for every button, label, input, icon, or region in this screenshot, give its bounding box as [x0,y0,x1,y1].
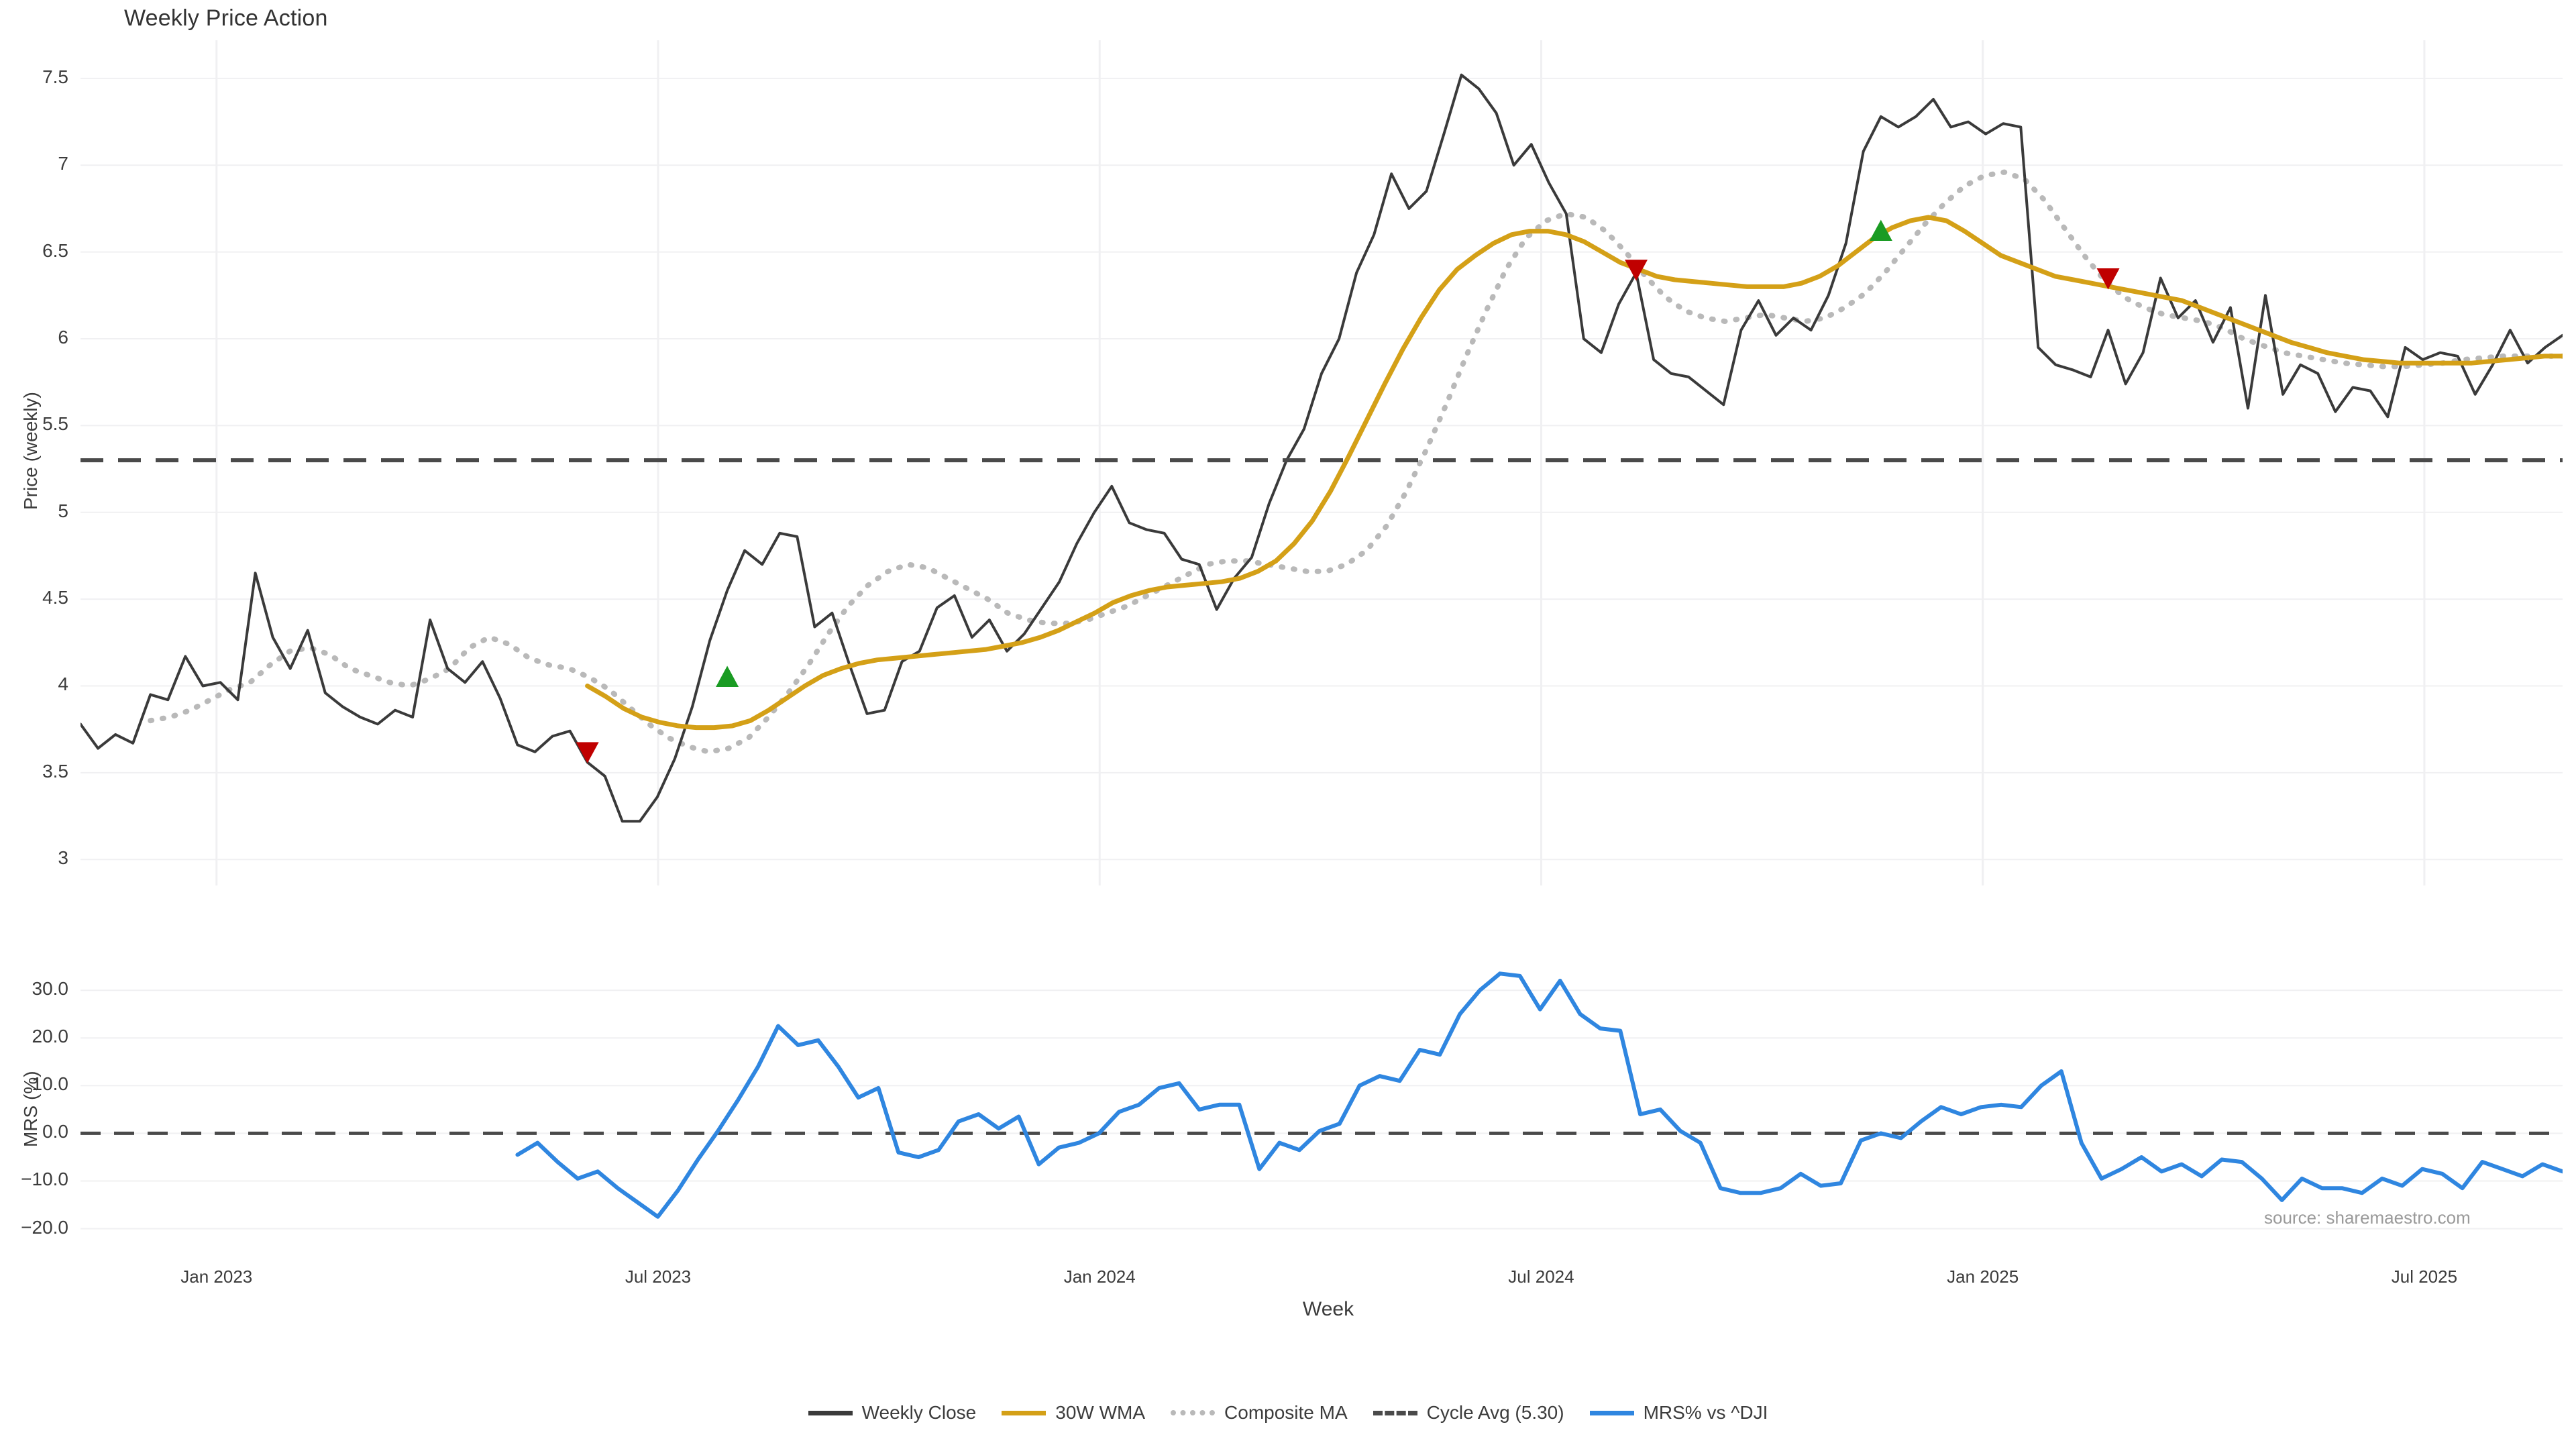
price-y-tick: 7 [58,153,68,174]
legend-item-mrs-vs-dji[interactable]: MRS% vs ^DJI [1589,1402,1768,1424]
price-y-tick: 4 [58,674,68,695]
price-y-tick: 7.5 [42,66,68,87]
legend-swatch-icon [1002,1410,1046,1415]
legend-label: Weekly Close [861,1402,977,1423]
mrs-panel [80,959,2563,1248]
x-axis-tick: Jan 2025 [1947,1267,2019,1287]
mrs-plot-area [80,971,2563,1230]
buy-signal-marker [1869,219,1892,241]
source-watermark: source: sharemaestro.com [2264,1208,2471,1228]
x-axis-label: Week [1302,1298,1354,1320]
legend-item-cycle-avg-5-30[interactable]: Cycle Avg (5.30) [1373,1402,1564,1424]
legend-swatch-icon [1373,1410,1417,1415]
legend-swatch-icon [808,1410,853,1415]
sell-signal-marker [1625,260,1648,281]
mrs-y-tick: 20.0 [32,1026,69,1047]
composite-ma-line [148,169,2563,755]
mrs-line [515,971,2563,1219]
mrs-y-axis-label: MRS (%) [20,1071,41,1147]
price-plot-area [80,40,2563,885]
x-axis-tick: Jul 2023 [625,1267,692,1287]
legend-swatch-icon [1171,1410,1216,1415]
wma-line [585,215,2563,731]
legend-label: MRS% vs ^DJI [1643,1402,1768,1423]
price-panel [80,40,2563,885]
price-y-tick: 6.5 [42,239,68,261]
legend-label: Composite MA [1224,1402,1348,1423]
mrs-y-tick: −20.0 [21,1216,68,1238]
mrs-y-tick: 10.0 [32,1073,69,1095]
price-y-tick: 4.5 [42,587,68,608]
legend-label: 30W WMA [1055,1402,1146,1423]
buy-signal-marker [716,665,739,687]
chart-legend: Weekly Close 30W WMA Composite MA Cycle Avg… [0,1402,2576,1424]
x-axis-tick: Jul 2024 [1508,1267,1574,1287]
price-y-tick: 3 [58,847,68,869]
mrs-y-tick: 30.0 [32,978,69,1000]
legend-item-composite-ma[interactable]: Composite MA [1171,1402,1348,1424]
price-y-tick: 3.5 [42,760,68,782]
mrs-y-tick: 0.0 [42,1121,68,1142]
mrs-y-tick: −10.0 [21,1169,68,1190]
chart-title: Weekly Price Action [124,5,328,31]
legend-label: Cycle Avg (5.30) [1426,1402,1564,1423]
sell-signal-marker [576,742,599,763]
x-axis-tick: Jul 2025 [2391,1267,2458,1287]
weekly-close-line [80,73,2563,823]
price-y-tick: 5.5 [42,413,68,435]
legend-item-30w-wma[interactable]: 30W WMA [1002,1402,1145,1424]
price-y-axis-label: Price (weekly) [20,392,41,510]
legend-swatch-icon [1589,1410,1634,1415]
legend-item-weekly-close[interactable]: Weekly Close [808,1402,977,1424]
price-y-tick: 6 [58,327,68,347]
x-axis-tick: Jan 2024 [1063,1267,1136,1287]
price-y-tick: 5 [58,500,68,521]
x-axis-tick: Jan 2023 [180,1267,253,1287]
sell-signal-marker [2096,268,2120,290]
